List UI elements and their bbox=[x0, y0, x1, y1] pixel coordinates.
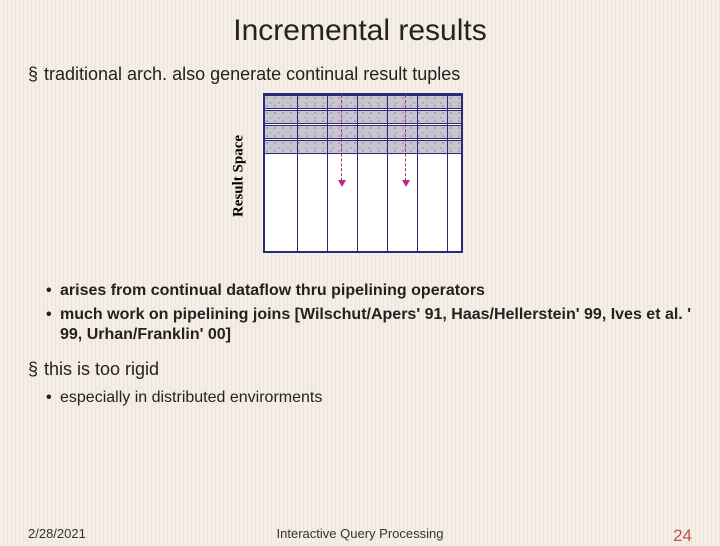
down-arrow-icon bbox=[405, 95, 406, 181]
result-band bbox=[265, 95, 461, 109]
diagram-container: Result Space bbox=[28, 93, 692, 263]
result-band bbox=[265, 110, 461, 124]
down-arrow-icon bbox=[341, 95, 342, 181]
bullet-too-rigid: this is too rigid bbox=[28, 359, 692, 380]
slide-number: 24 bbox=[673, 526, 692, 546]
bullet-arises-from: arises from continual dataflow thru pipe… bbox=[28, 281, 692, 301]
footer-title: Interactive Query Processing bbox=[277, 526, 444, 541]
slide-title: Incremental results bbox=[0, 0, 720, 54]
bullet-much-work: much work on pipelining joins [Wilschut/… bbox=[28, 305, 692, 345]
grid-vline bbox=[417, 95, 418, 251]
grid-vline bbox=[387, 95, 388, 251]
slide-content: traditional arch. also generate continua… bbox=[0, 54, 720, 408]
result-band bbox=[265, 125, 461, 139]
chart-box bbox=[263, 93, 463, 253]
grid-vline bbox=[297, 95, 298, 251]
grid-vline bbox=[327, 95, 328, 251]
grid-vline bbox=[357, 95, 358, 251]
result-space-diagram: Result Space bbox=[245, 93, 475, 258]
result-band bbox=[265, 140, 461, 154]
footer-date: 2/28/2021 bbox=[28, 526, 86, 541]
grid-vline bbox=[447, 95, 448, 251]
bullet-traditional-arch: traditional arch. also generate continua… bbox=[28, 64, 692, 85]
y-axis-label: Result Space bbox=[231, 134, 248, 216]
bullet-distributed: especially in distributed envirorments bbox=[28, 388, 692, 408]
